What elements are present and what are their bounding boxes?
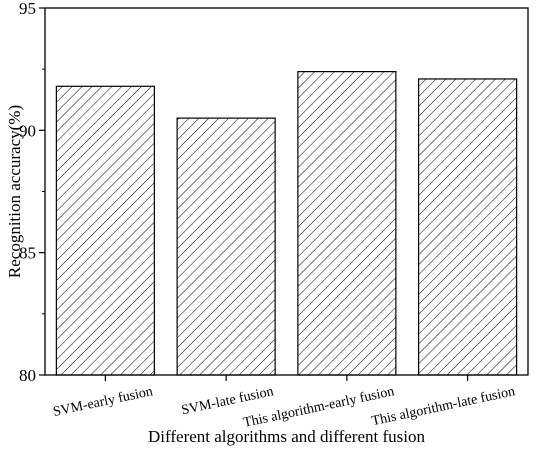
y-tick-label: 95: [19, 0, 36, 18]
y-tick-label: 80: [19, 366, 36, 385]
bar: [176, 117, 276, 376]
y-tick-label: 85: [19, 244, 36, 263]
bar: [297, 71, 397, 376]
y-axis-ticks: 80 85 90 95: [19, 0, 45, 385]
bar: [418, 78, 518, 376]
x-tick-label: SVM-early fusion: [52, 384, 154, 420]
bar: [55, 85, 155, 376]
bars: [55, 71, 518, 376]
y-axis-label: Recognition accuracy(%): [5, 105, 24, 278]
x-axis-label: Different algorithms and different fusio…: [148, 427, 425, 446]
y-tick-label: 90: [19, 121, 36, 140]
